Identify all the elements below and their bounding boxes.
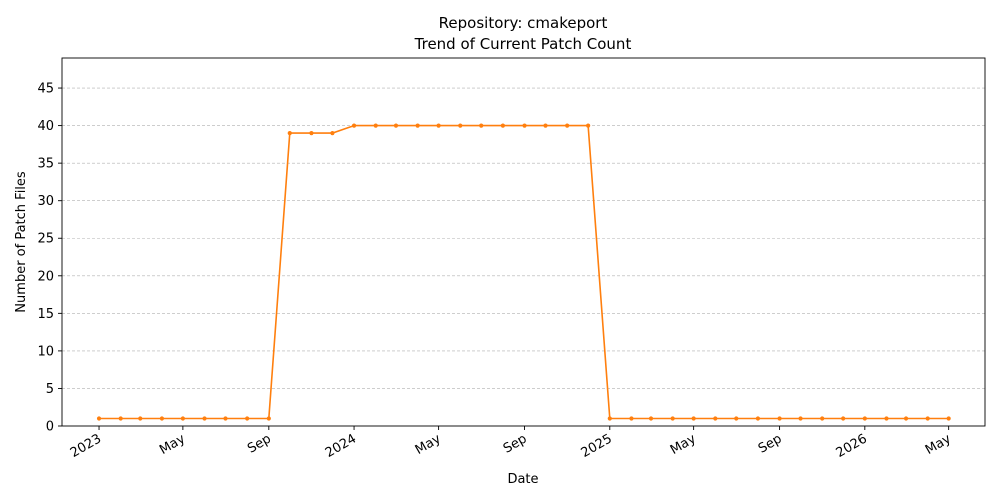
y-tick-label: 5 [46, 382, 54, 397]
x-tick-label: May [923, 431, 954, 458]
x-tick-label: 2024 [323, 431, 359, 461]
data-point [648, 416, 654, 421]
data-point [841, 416, 846, 421]
data-point [500, 123, 505, 128]
data-point [543, 123, 548, 128]
data-point [903, 416, 909, 421]
y-tick-label: 15 [37, 307, 54, 322]
y-tick-label: 25 [37, 232, 54, 247]
x-tick-label: 2023 [68, 431, 104, 461]
data-point [820, 416, 825, 421]
y-tick-label: 10 [37, 344, 54, 359]
data-point [884, 416, 889, 421]
data-point [713, 416, 718, 421]
data-point [586, 123, 591, 128]
data-point [479, 123, 484, 128]
data-point [946, 416, 951, 421]
data-point [159, 416, 165, 421]
data-point [925, 416, 930, 421]
data-point [138, 416, 143, 421]
chart-title: Repository: cmakeport [439, 14, 608, 32]
data-point [351, 123, 357, 128]
data-point [245, 416, 250, 421]
x-tick-label: 2025 [579, 431, 615, 461]
x-axis-ticks: 2023 May Sep 2024 May Sep 2025 May Sep 2026 May [68, 426, 954, 461]
data-point [755, 416, 761, 421]
data-point [373, 123, 378, 128]
x-tick-label: May [157, 431, 188, 458]
y-tick-label: 0 [46, 420, 54, 435]
data-point [309, 131, 314, 136]
data-point [180, 416, 185, 421]
chart-subtitle: Trend of Current Patch Count [414, 35, 632, 53]
data-point [862, 416, 867, 421]
data-point [734, 416, 739, 421]
plot-frame [61, 57, 986, 427]
y-axis-ticks: 0 5 10 15 20 25 30 35 40 45 [37, 82, 62, 435]
data-point [287, 131, 292, 136]
y-axis-label: Number of Patch Files [14, 171, 29, 313]
data-point [202, 416, 207, 421]
data-point [330, 131, 335, 136]
series-layer [96, 123, 951, 421]
x-axis-label: Date [507, 472, 538, 487]
data-point [777, 416, 782, 421]
data-point [670, 416, 675, 421]
y-tick-label: 20 [37, 269, 54, 284]
data-point [436, 123, 441, 128]
data-point [118, 416, 123, 421]
x-tick-label: 2026 [834, 431, 870, 461]
data-point [458, 123, 463, 128]
gridlines [62, 87, 985, 389]
y-tick-label: 40 [37, 119, 54, 134]
data-point [266, 416, 271, 421]
data-point [393, 123, 399, 128]
data-point [96, 416, 102, 421]
x-tick-label: Sep [756, 431, 785, 456]
x-tick-label: May [413, 431, 444, 458]
y-tick-label: 45 [37, 82, 54, 97]
data-point [223, 416, 228, 421]
y-tick-label: 30 [37, 194, 54, 209]
data-point [607, 416, 612, 421]
x-tick-label: Sep [245, 431, 274, 456]
x-tick-label: Sep [501, 431, 530, 456]
data-point [798, 416, 803, 421]
y-tick-label: 35 [37, 157, 54, 172]
x-tick-label: May [668, 431, 699, 458]
data-point [415, 123, 420, 128]
data-point [565, 123, 570, 128]
series-line [99, 124, 949, 420]
data-point [629, 416, 634, 421]
data-point [522, 123, 527, 128]
data-point [691, 416, 696, 421]
